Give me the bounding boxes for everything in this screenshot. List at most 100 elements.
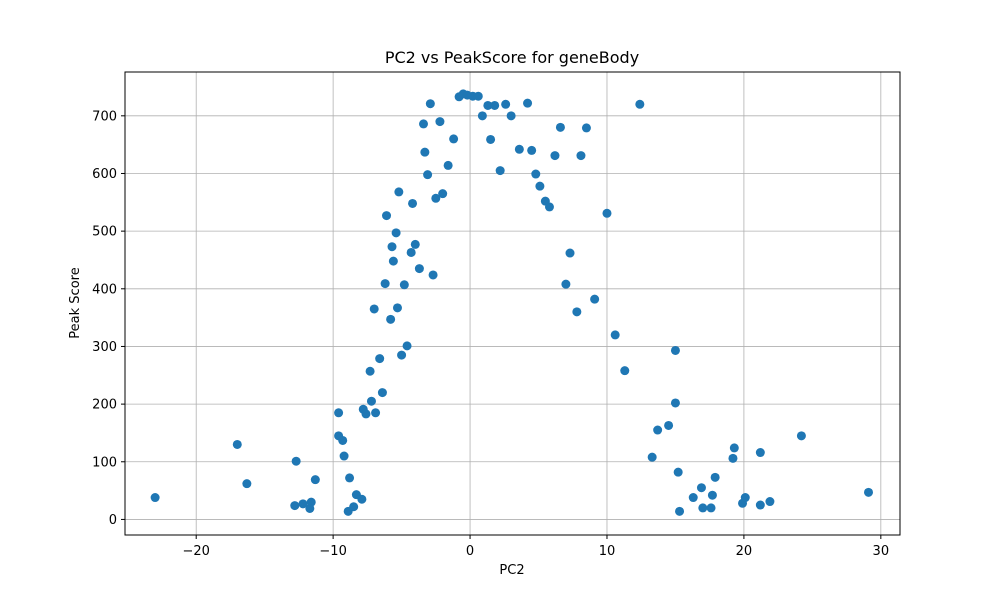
x-tick-label: −10 bbox=[319, 544, 346, 559]
y-tick-label: 200 bbox=[92, 398, 117, 413]
data-point bbox=[290, 501, 300, 511]
x-tick-label: 30 bbox=[873, 544, 890, 559]
y-axis-ticks: 0 100 200 300 400 500 600 700 bbox=[92, 109, 125, 528]
data-point bbox=[338, 435, 348, 445]
data-point bbox=[371, 408, 381, 418]
x-tick-label: 0 bbox=[466, 544, 474, 559]
data-point bbox=[707, 490, 717, 500]
data-point bbox=[420, 147, 430, 157]
data-point bbox=[688, 493, 698, 503]
data-point bbox=[610, 330, 620, 340]
y-tick-label: 100 bbox=[92, 455, 117, 470]
data-point bbox=[443, 160, 453, 170]
data-point bbox=[527, 145, 537, 155]
x-axis-ticks: −20 −10 0 10 20 30 bbox=[182, 535, 889, 559]
data-point bbox=[232, 439, 242, 449]
data-point bbox=[755, 500, 765, 510]
data-point bbox=[150, 493, 160, 503]
x-tick-label: −20 bbox=[182, 544, 209, 559]
data-point bbox=[729, 443, 739, 453]
data-point bbox=[298, 499, 308, 509]
data-point bbox=[490, 100, 500, 110]
data-point bbox=[392, 303, 402, 313]
data-point bbox=[339, 451, 349, 461]
data-point bbox=[382, 211, 392, 221]
data-point bbox=[349, 502, 359, 512]
data-point bbox=[399, 280, 409, 290]
data-point bbox=[501, 99, 511, 109]
y-tick-label: 300 bbox=[92, 340, 117, 355]
data-point bbox=[410, 239, 420, 249]
data-point bbox=[495, 166, 505, 176]
data-point bbox=[647, 452, 657, 462]
data-point bbox=[365, 366, 375, 376]
data-point bbox=[635, 99, 645, 109]
data-point bbox=[334, 408, 344, 418]
data-point bbox=[408, 198, 418, 208]
data-point bbox=[366, 396, 376, 406]
data-point bbox=[449, 134, 459, 144]
plot-frame bbox=[124, 71, 901, 536]
data-point bbox=[388, 256, 398, 266]
y-axis-label: Peak Score bbox=[68, 267, 83, 338]
data-point bbox=[402, 341, 412, 351]
data-point bbox=[523, 98, 533, 108]
data-point bbox=[550, 151, 560, 161]
data-point bbox=[394, 187, 404, 197]
y-tick-label: 600 bbox=[92, 167, 117, 182]
data-point bbox=[710, 472, 720, 482]
data-point bbox=[242, 479, 252, 489]
y-tick-label: 400 bbox=[92, 282, 117, 297]
data-point bbox=[728, 453, 738, 463]
data-point bbox=[796, 431, 806, 441]
data-point bbox=[357, 494, 367, 504]
data-point bbox=[345, 473, 355, 483]
data-point bbox=[386, 314, 396, 324]
data-point bbox=[506, 111, 516, 121]
data-point bbox=[423, 170, 433, 180]
data-point bbox=[477, 111, 487, 121]
data-point bbox=[361, 409, 371, 419]
data-point bbox=[653, 425, 663, 435]
data-point bbox=[425, 99, 435, 109]
data-point bbox=[438, 189, 448, 199]
data-point bbox=[670, 398, 680, 408]
data-point bbox=[535, 181, 545, 191]
data-point bbox=[418, 119, 428, 129]
data-point bbox=[435, 117, 445, 127]
data-point bbox=[673, 467, 683, 477]
y-tick-label: 700 bbox=[92, 109, 117, 124]
data-point bbox=[664, 420, 674, 430]
data-point bbox=[555, 122, 565, 132]
data-point bbox=[581, 123, 591, 133]
y-tick-label: 0 bbox=[109, 513, 117, 528]
x-tick-label: 20 bbox=[736, 544, 753, 559]
data-point bbox=[576, 151, 586, 161]
data-point bbox=[380, 279, 390, 289]
data-point bbox=[590, 294, 600, 304]
data-point bbox=[755, 448, 765, 458]
data-point bbox=[387, 242, 397, 252]
data-point bbox=[397, 350, 407, 360]
plot-area bbox=[125, 72, 900, 535]
data-point bbox=[305, 503, 315, 513]
x-axis-label: PC2 bbox=[499, 563, 524, 578]
chart-title: PC2 vs PeakScore for geneBody bbox=[385, 48, 639, 67]
data-point bbox=[670, 345, 680, 355]
data-point bbox=[486, 134, 496, 144]
data-point bbox=[428, 270, 438, 280]
x-tick-label: 10 bbox=[599, 544, 616, 559]
data-point bbox=[473, 91, 483, 101]
data-point bbox=[602, 208, 612, 218]
data-point bbox=[514, 144, 524, 154]
y-tick-label: 500 bbox=[92, 225, 117, 240]
data-point bbox=[377, 388, 387, 398]
data-point bbox=[864, 487, 874, 497]
data-point bbox=[483, 100, 493, 110]
data-points bbox=[150, 89, 874, 516]
data-point bbox=[572, 307, 582, 317]
data-point bbox=[765, 497, 775, 507]
data-point bbox=[706, 503, 716, 513]
data-point bbox=[431, 193, 441, 203]
